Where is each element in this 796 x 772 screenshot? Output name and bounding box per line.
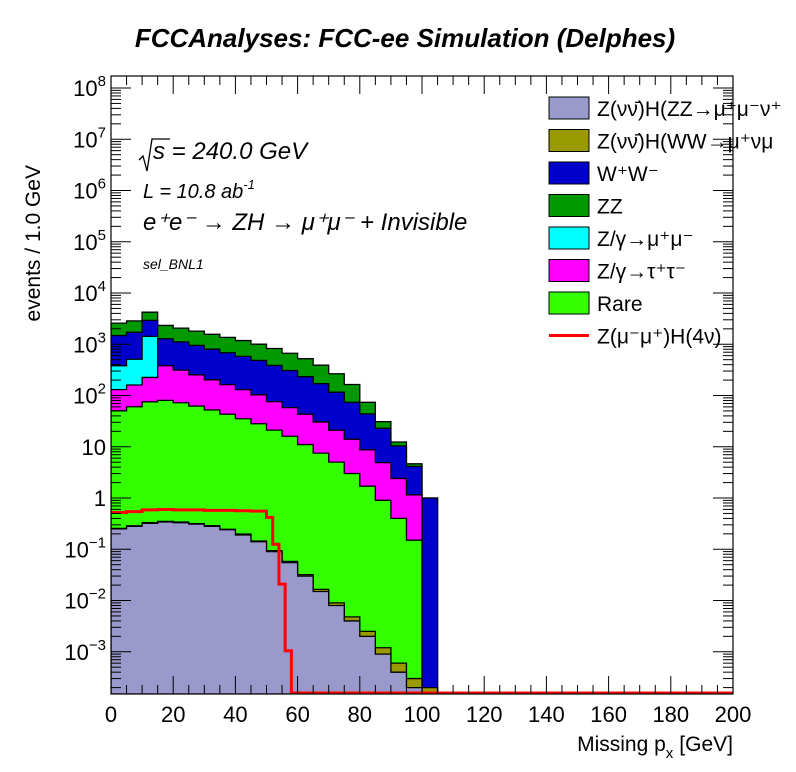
x-axis-label: Missing px [GeV]	[577, 733, 733, 762]
x-tick-label: 120	[466, 702, 503, 727]
x-tick-label: 60	[285, 702, 309, 727]
y-tick-label: 103	[73, 329, 106, 357]
x-tick-label: 140	[528, 702, 565, 727]
x-axis: 0 20 40 60 80 100 120 140 160 180 200	[105, 76, 751, 727]
x-tick-label: 40	[223, 702, 247, 727]
legend-label: Rare	[597, 293, 643, 316]
stack-layer	[111, 311, 439, 694]
legend-swatch	[548, 259, 590, 282]
x-axis-label-sub: x	[666, 745, 674, 762]
legend-item-w-w: W⁺W⁻	[548, 161, 659, 186]
y-tick-exponent: 6	[98, 176, 106, 193]
x-tick-label: 180	[652, 702, 689, 727]
legend-item-z: Z/γ→μ⁺μ⁻	[548, 226, 694, 251]
y-tick-label: 106	[73, 176, 106, 204]
y-tick-label: 10	[82, 435, 106, 460]
signal-layer	[111, 508, 733, 694]
y-tick-base: 10	[64, 640, 88, 665]
annotation-selection: sel_BNL1	[143, 256, 204, 272]
y-tick-exponent: −2	[89, 586, 106, 603]
legend: Z(νν̄)H(ZZ→μ⁺μ⁻ν⁺ Z(νν̄)H(WW→μ⁺νμ W⁺W⁻ ZZ Z/…	[548, 96, 782, 349]
y-tick-exponent: −1	[89, 534, 106, 551]
y-tick-base: 10	[73, 179, 97, 204]
y-tick-base: 10	[73, 384, 97, 409]
legend-swatch	[548, 96, 590, 120]
annotation-lumi-text: L = 10.8 ab	[143, 181, 243, 203]
legend-label: W⁺W⁻	[597, 163, 659, 186]
y-tick-base: 10	[73, 230, 97, 255]
legend-item-zz: ZZ	[548, 194, 623, 219]
y-tick-base: 10	[73, 127, 97, 152]
y-tick-base: 10	[73, 281, 97, 306]
y-tick-label: 102	[73, 381, 106, 409]
x-tick-label: 0	[105, 702, 117, 727]
y-tick-exponent: 4	[98, 278, 106, 295]
x-tick-label: 80	[348, 702, 372, 727]
legend-label: Z/γ→μ⁺μ⁻	[597, 228, 694, 251]
y-tick-exponent: 7	[98, 124, 106, 141]
x-axis-label-unit: [GeV]	[679, 733, 733, 756]
x-tick-label: 200	[715, 702, 752, 727]
y-tick-label: 10−1	[64, 534, 106, 562]
signal-line-z-h-4	[111, 508, 733, 694]
legend-swatch	[548, 194, 590, 217]
y-tick-base: 10	[64, 589, 88, 614]
y-axis-label: events / 1.0 GeV	[22, 165, 45, 321]
legend-item-z-h-zz: Z(νν̄)H(ZZ→μ⁺μ⁻ν⁺	[548, 96, 782, 121]
y-tick-exponent: 8	[98, 73, 106, 90]
y-tick-label: 107	[73, 124, 106, 152]
y-tick-label: 105	[73, 227, 106, 255]
y-tick-label: 10−2	[64, 586, 106, 614]
legend-label: Z(μ⁻μ⁺)H(4ν)	[597, 326, 722, 349]
x-tick-label: 20	[161, 702, 185, 727]
y-tick-base: 10	[73, 76, 97, 101]
y-tick-base: 10	[73, 332, 97, 357]
y-tick-base: 1	[94, 486, 106, 511]
legend-item-z: Z/γ→τ⁺τ⁻	[548, 259, 686, 284]
chart-title: FCCAnalyses: FCC-ee Simulation (Delphes)	[135, 23, 675, 53]
legend-label: Z/γ→τ⁺τ⁻	[597, 261, 686, 284]
y-tick-base: 10	[64, 537, 88, 562]
y-tick-label: 108	[73, 73, 106, 101]
annotation-lumi-exp: -1	[243, 177, 255, 192]
legend-swatch	[548, 226, 590, 250]
x-axis-label-main: Missing p	[577, 733, 666, 756]
x-tick-label: 100	[404, 702, 441, 727]
annotations: s = 240.0 GeV L = 10.8 ab-1 e⁺e⁻ → ZH → …	[138, 138, 467, 272]
annotation-lumi: L = 10.8 ab-1	[143, 177, 255, 203]
legend-label: ZZ	[597, 196, 623, 219]
y-tick-exponent: −3	[89, 637, 106, 654]
x-tick-label: 160	[590, 702, 627, 727]
y-tick-label: 1	[94, 486, 106, 511]
legend-swatch	[548, 291, 590, 315]
y-tick-label: 10−3	[64, 637, 106, 665]
y-tick-exponent: 5	[98, 227, 106, 244]
sqrt-icon	[138, 138, 170, 172]
histogram-z-h-zz	[111, 521, 438, 694]
legend-label: Z(νν̄)H(ZZ→μ⁺μ⁻ν⁺	[597, 98, 782, 121]
annotation-process: e⁺e⁻ → ZH → μ⁺μ⁻ + Invisible	[143, 209, 467, 236]
annotation-sqrt-s: s = 240.0 GeV	[153, 138, 309, 165]
legend-swatch	[548, 129, 590, 152]
y-tick-label: 104	[73, 278, 106, 306]
legend-item-rare: Rare	[548, 291, 643, 316]
y-tick-exponent: 3	[98, 329, 106, 346]
y-tick-exponent: 2	[98, 381, 106, 398]
legend-item-z-h-ww: Z(νν̄)H(WW→μ⁺νμ	[548, 129, 773, 154]
legend-label: Z(νν̄)H(WW→μ⁺νμ	[597, 131, 773, 154]
y-tick-base: 10	[82, 435, 106, 460]
legend-item-z-h-4: Z(μ⁻μ⁺)H(4ν)	[549, 326, 722, 349]
legend-swatch	[548, 161, 590, 185]
